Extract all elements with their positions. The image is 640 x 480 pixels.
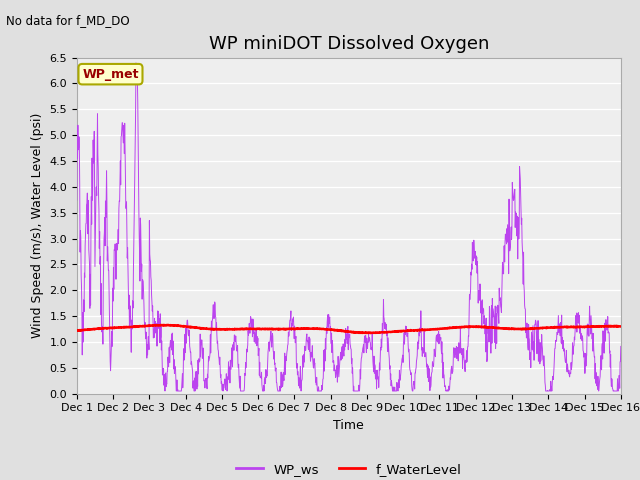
Text: No data for f_MD_DO: No data for f_MD_DO [6,14,130,27]
Text: WP_met: WP_met [82,68,139,81]
Title: WP miniDOT Dissolved Oxygen: WP miniDOT Dissolved Oxygen [209,35,489,53]
X-axis label: Time: Time [333,419,364,432]
Legend: WP_ws, f_WaterLevel: WP_ws, f_WaterLevel [231,457,467,480]
Y-axis label: Wind Speed (m/s), Water Level (psi): Wind Speed (m/s), Water Level (psi) [31,113,44,338]
